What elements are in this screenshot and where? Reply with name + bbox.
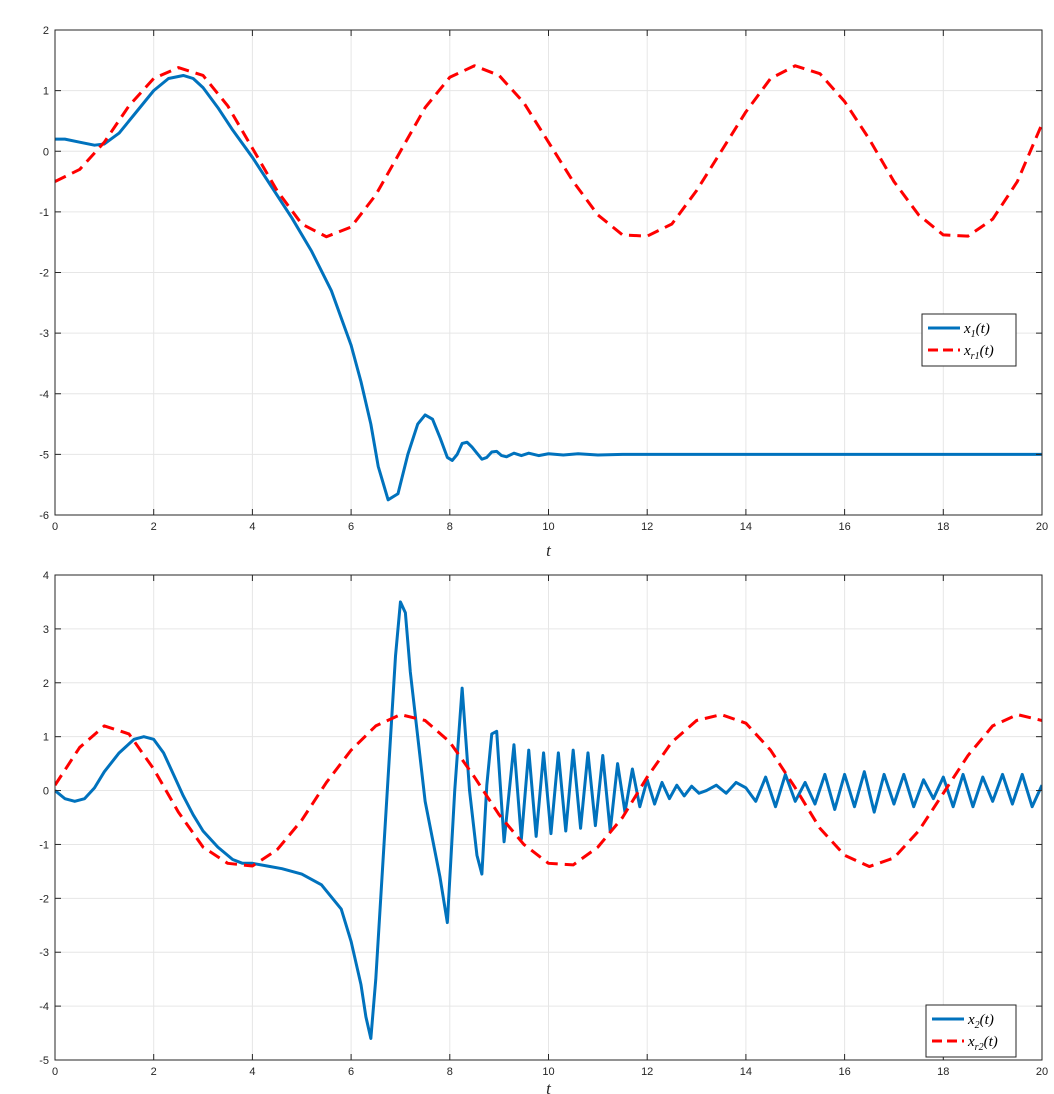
chart-1-x-tick-label: 10	[542, 521, 554, 533]
chart-1-x-tick-label: 0	[52, 521, 58, 533]
chart-2-x-tick-label: 10	[542, 1066, 554, 1078]
chart-2-y-tick-label: -4	[39, 1001, 49, 1013]
chart-2-x-tick-label: 8	[447, 1066, 453, 1078]
chart-1-y-tick-label: -4	[39, 389, 49, 401]
chart-1-x-tick-label: 8	[447, 521, 453, 533]
chart-2-y-tick-label: 2	[43, 678, 49, 690]
chart-2-legend: x2(t) xr2(t)	[925, 1004, 1017, 1058]
chart-2-legend-label-2: xr2(t)	[967, 1034, 998, 1053]
chart-1-legend-box	[921, 313, 1017, 367]
chart-2-y-tick-label: -3	[39, 947, 49, 959]
chart-1-legend-label-2: xr1(t)	[963, 343, 994, 362]
chart-1-x-tick-label: 6	[348, 521, 354, 533]
chart-2-x-tick-label: 4	[249, 1066, 255, 1078]
chart-2-x-tick-label: 6	[348, 1066, 354, 1078]
chart-2-y-tick-label: 3	[43, 624, 49, 636]
chart-2-series-2-line	[55, 713, 1042, 869]
chart-2-series-1-line	[55, 600, 1042, 1040]
chart-2-x-tick-label: 2	[151, 1066, 157, 1078]
chart-1-x-tick-label: 4	[249, 521, 255, 533]
chart-2-y-tick-label: 4	[43, 570, 49, 582]
chart-1-y-tick-label: -1	[39, 207, 49, 219]
chart-1-legend: x1(t) xr1(t)	[921, 313, 1017, 367]
chart-1-series-2-line	[55, 64, 1042, 239]
chart-2-y-tick-label: 1	[43, 732, 49, 744]
chart-1-y-tick-label: 0	[43, 146, 49, 158]
chart-2-y-tick-label: -2	[39, 893, 49, 905]
chart-1-x-tick-label: 12	[641, 521, 653, 533]
chart-2-legend-label-1: x2(t)	[967, 1012, 994, 1031]
chart-1-y-tick-label: 2	[43, 25, 49, 37]
chart-2-x-axis-label: t	[546, 1079, 552, 1094]
chart-2-x-tick-label: 14	[740, 1066, 752, 1078]
chart-1-series-1-line	[55, 73, 1042, 502]
chart-2-x-tick-label: 20	[1036, 1066, 1048, 1078]
chart-2-x-tick-label: 18	[937, 1066, 949, 1078]
chart-2-legend-box	[925, 1004, 1017, 1058]
chart-1-y-tick-label: -6	[39, 510, 49, 522]
chart-1-y-tick-label: -2	[39, 268, 49, 280]
chart-2-x-tick-label: 12	[641, 1066, 653, 1078]
chart-2-x-tick-label: 0	[52, 1066, 58, 1078]
chart-2-y-tick-label: -1	[39, 839, 49, 851]
bottom-chart: 0 2 4 6 8 10 12 14 16 18 20-5-4-3-2-101234tx2(t)xr…	[39, 570, 1048, 1094]
chart-1-x-tick-label: 20	[1036, 521, 1048, 533]
chart-1-x-tick-label: 14	[740, 521, 752, 533]
chart-1-y-tick-label: -5	[39, 449, 49, 461]
chart-2-x-tick-label: 16	[838, 1066, 850, 1078]
chart-1-legend-label-1: x1(t)	[963, 321, 990, 340]
chart-1-y-tick-label: 1	[43, 86, 49, 98]
chart-1-x-axis-label: t	[546, 541, 552, 560]
chart-1-x-tick-label: 18	[937, 521, 949, 533]
top-chart: 0 2 4 6 8 10 12 14 16 18 20-6-5-4-3-2-1012tx1(t)xr…	[39, 25, 1048, 560]
chart-1-y-tick-label: -3	[39, 328, 49, 340]
chart-1-x-tick-label: 2	[151, 521, 157, 533]
chart-2-y-tick-label: 0	[43, 786, 49, 798]
chart-1-x-tick-label: 16	[838, 521, 850, 533]
chart-2-y-tick-label: -5	[39, 1055, 49, 1067]
